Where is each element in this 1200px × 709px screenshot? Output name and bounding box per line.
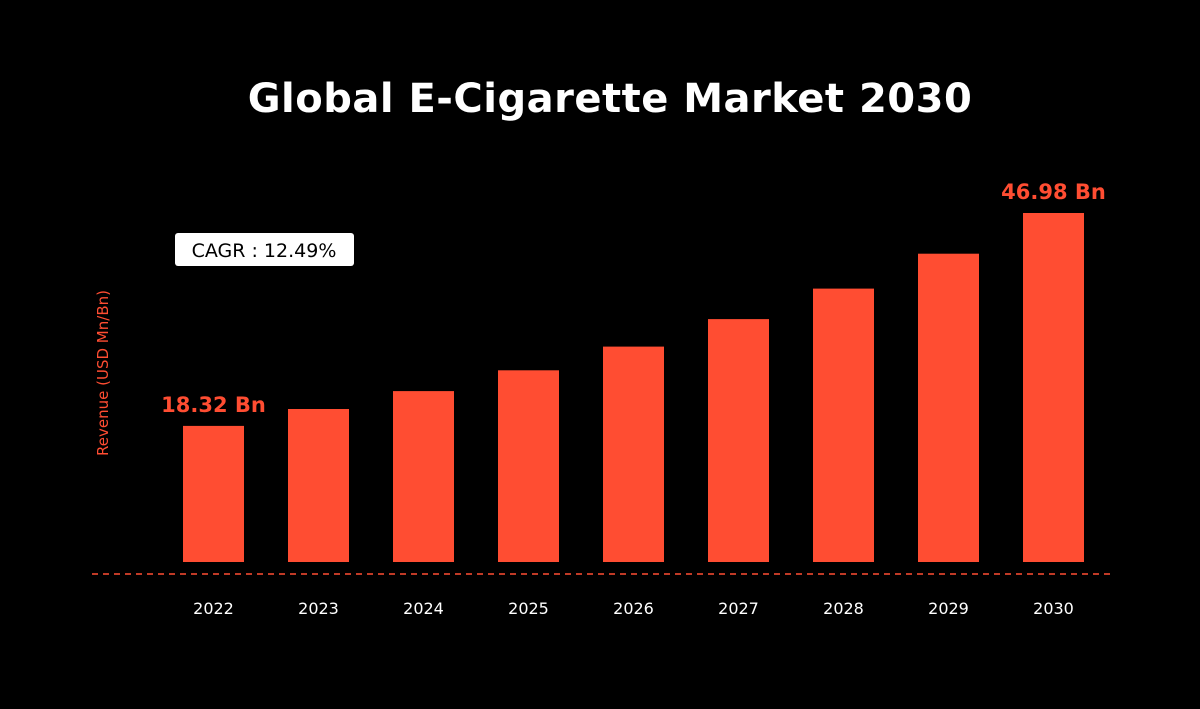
bar-2029: [918, 253, 979, 562]
bar-2028: [813, 288, 874, 562]
x-tick-2025: 2025: [508, 599, 549, 618]
x-tick-2026: 2026: [613, 599, 654, 618]
bar-2024: [393, 391, 454, 562]
bar-2023: [288, 409, 349, 562]
bar-2026: [603, 346, 664, 562]
bars-group: [183, 213, 1084, 562]
bar-2022: [183, 425, 244, 562]
x-tick-2022: 2022: [193, 599, 234, 618]
bar-2025: [498, 370, 559, 562]
x-tick-labels: 2022 2023 2024 2025 2026 2027 2028 2029 2030: [193, 599, 1074, 618]
data-label-2022: 18.32 Bn: [161, 393, 266, 417]
x-tick-2029: 2029: [928, 599, 969, 618]
x-tick-2030: 2030: [1033, 599, 1074, 618]
x-tick-2024: 2024: [403, 599, 444, 618]
x-tick-2023: 2023: [298, 599, 339, 618]
cagr-box: [175, 233, 354, 266]
y-axis-label: Revenue (USD Mn/Bn): [94, 290, 112, 456]
data-label-2030: 46.98 Bn: [1001, 180, 1106, 204]
cagr-label: CAGR : 12.49%: [192, 240, 337, 262]
x-tick-2028: 2028: [823, 599, 864, 618]
bar-2027: [708, 319, 769, 562]
x-tick-2027: 2027: [718, 599, 759, 618]
bar-2030: [1023, 213, 1084, 562]
chart-title: Global E-Cigarette Market 2030: [248, 76, 973, 122]
cagr-badge: CAGR : 12.49%: [175, 233, 354, 266]
